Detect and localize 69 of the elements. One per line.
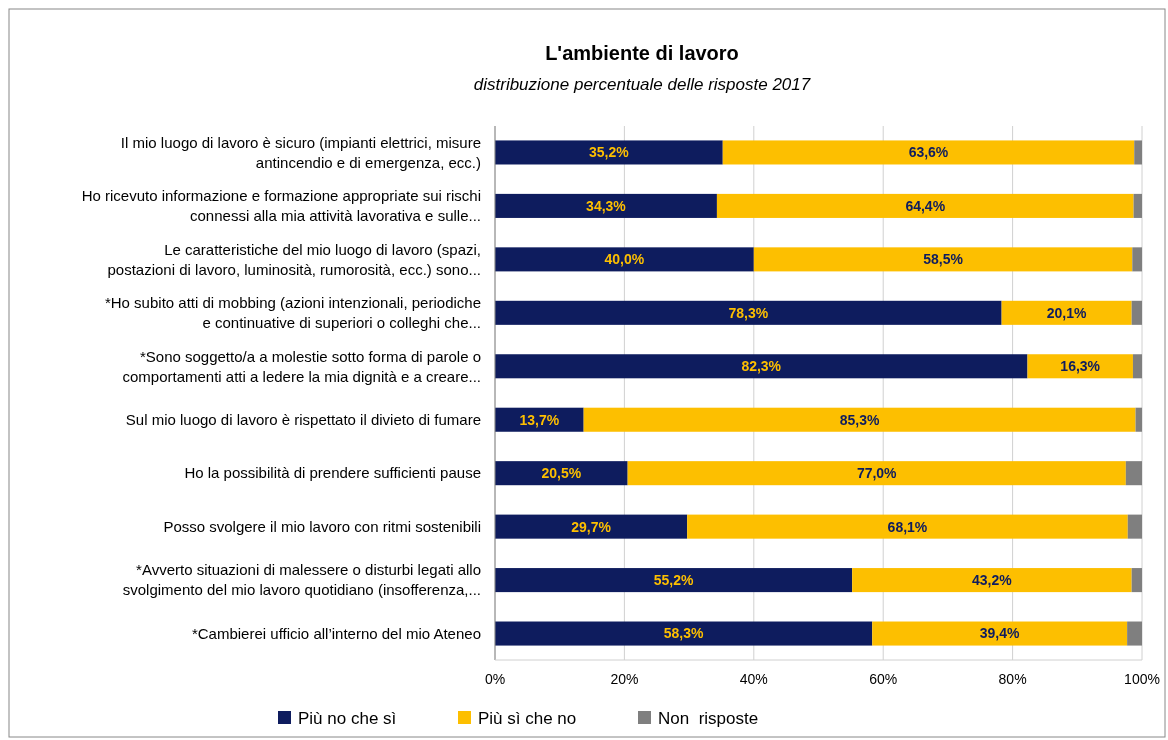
data-label: 68,1% (887, 518, 928, 535)
bar (1131, 300, 1142, 325)
bar (687, 514, 1128, 539)
bar (495, 247, 754, 272)
y-tick-label: Ho ricevuto informazione e formazione appropriate sui rischi connessi alla mia attività lavorativa e sulle... (81, 187, 481, 225)
x-tick-label: 80% (998, 671, 1027, 687)
bar (495, 193, 717, 218)
bar (1001, 300, 1132, 325)
bar (1133, 193, 1142, 218)
data-label: 20,5% (541, 465, 582, 482)
bar (1127, 621, 1142, 646)
bar (1127, 514, 1142, 539)
y-tick-label: *Cambierei ufficio all’interno del mio Ateneo (191, 624, 481, 642)
y-tick-label: Posso svolgere il mio lavoro con ritmi sostenibili (163, 517, 481, 535)
data-label: 58,3% (663, 625, 704, 642)
bar (1135, 407, 1142, 432)
data-label: 29,7% (571, 518, 612, 535)
data-label: 39,4% (979, 625, 1021, 642)
data-label: 40,0% (604, 251, 645, 268)
y-tick-label: Le caratteristiche del mio luogo di lavoro (spazi, postazioni di lavoro, luminosità, rumorosità, ecc.) sono... (107, 240, 481, 278)
data-label: 55,2% (653, 571, 694, 588)
bar (1132, 247, 1142, 272)
data-label: 82,3% (741, 358, 782, 375)
bar (1132, 354, 1142, 379)
bar (722, 140, 1135, 165)
x-tick-label: 0% (484, 671, 506, 687)
data-label: 78,3% (728, 304, 769, 321)
bar (495, 514, 688, 539)
legend-label: Più no che sì (298, 708, 397, 728)
bar (753, 247, 1133, 272)
bar (1131, 568, 1142, 593)
x-tick-label: 100% (1124, 671, 1160, 687)
y-tick-label: *Avverto situazioni di malessere o disturbi legati allo svolgimento del mio lavoro quotidiano (insofferenza,... (122, 561, 481, 599)
data-label: 64,4% (905, 197, 946, 214)
y-tick-label: Il mio luogo di lavoro è sicuro (impianti elettrici, misure antincendio e di emergenza, ecc.) (120, 133, 481, 171)
data-label: 34,3% (586, 197, 627, 214)
bar (583, 407, 1136, 432)
bar (872, 621, 1128, 646)
bar (495, 354, 1028, 379)
bar (495, 621, 873, 646)
chart-title: L'ambiente di lavoro (545, 42, 739, 64)
data-label: 63,6% (908, 144, 949, 161)
y-tick-label: *Ho subito atti di mobbing (azioni intenzionali, periodiche e continuative di superiori o colleghi che... (104, 294, 481, 332)
bar (495, 140, 723, 165)
x-tick-label: 60% (869, 671, 898, 687)
data-label: 35,2% (589, 144, 630, 161)
bar (1125, 461, 1142, 486)
legend-label: Più sì che no (478, 708, 577, 728)
data-label: 43,2% (972, 571, 1013, 588)
data-label: 13,7% (519, 411, 560, 428)
bar (627, 461, 1126, 486)
y-tick-label: Ho la possibilità di prendere sufficienti pause (184, 464, 481, 482)
data-label: 77,0% (856, 465, 898, 482)
y-tick-label: *Sono soggetto/a a molestie sotto forma di parole o comportamenti atti a ledere la mia dignità e a creare... (122, 347, 481, 385)
x-tick-label: 20% (610, 671, 639, 687)
bar (1134, 140, 1142, 165)
legend-label: Non risposte (658, 708, 759, 728)
x-tick-label: 40% (739, 671, 768, 687)
bar (716, 193, 1134, 218)
data-label: 85,3% (839, 411, 880, 428)
data-label: 16,3% (1060, 358, 1101, 375)
y-tick-label: Sul mio luogo di lavoro è rispettato il divieto di fumare (125, 410, 481, 428)
bar (852, 568, 1132, 593)
bar (495, 568, 853, 593)
bar (495, 300, 1002, 325)
data-label: 58,5% (923, 251, 964, 268)
data-label: 20,1% (1046, 304, 1088, 321)
bar (495, 461, 628, 486)
chart-subtitle: distribuzione percentuale delle risposte 2017 (473, 75, 811, 94)
